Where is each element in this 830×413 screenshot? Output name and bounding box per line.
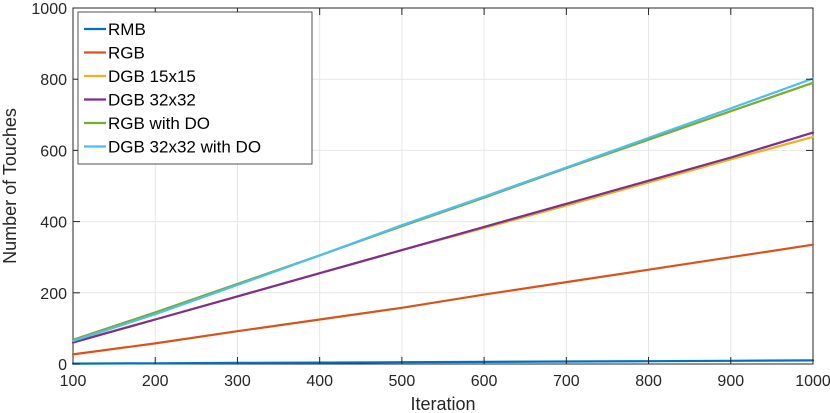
legend-label: DGB 32x32 with DO	[108, 138, 261, 157]
y-tick-label: 200	[40, 286, 67, 303]
x-tick-label: 200	[142, 373, 169, 390]
x-tick-label: 800	[635, 373, 662, 390]
legend: RMB RGB DGB 15x15 DGB 32x32 RGB with DO DGB 3…	[77, 11, 313, 165]
x-tick-label: 700	[553, 373, 580, 390]
legend-box	[77, 11, 313, 165]
x-tick-label: 400	[306, 373, 333, 390]
x-tick-label: 500	[389, 373, 416, 390]
x-tick-label: 300	[224, 373, 251, 390]
x-tick-label: 600	[471, 373, 498, 390]
y-axis-label: Number of Touches	[0, 108, 20, 264]
series-lines	[71, 77, 815, 365]
legend-label: RGB	[108, 44, 145, 63]
legend-label: RGB with DO	[108, 114, 210, 133]
plot-area-frame	[72, 7, 814, 365]
y-tick-label: 800	[40, 72, 67, 89]
series-line-dgb-32x32	[71, 131, 815, 344]
x-tick-label: 900	[717, 373, 744, 390]
y-tick-label: 1000	[31, 1, 67, 18]
axis-ticks: 100 200 300 400 500 600 700 800 900 1000 0 200 400 60…	[31, 1, 830, 390]
legend-label: DGB 15x15	[108, 67, 196, 86]
x-tick-label: 1000	[795, 373, 830, 390]
legend-label: RMB	[108, 20, 146, 39]
series-line-dgb-32x32-with-do	[71, 77, 815, 342]
x-axis-label: Iteration	[410, 394, 475, 413]
y-tick-label: 400	[40, 215, 67, 232]
legend-label: DGB 32x32	[108, 91, 196, 110]
series-line-rgb	[71, 243, 815, 356]
series-line-rmb	[71, 359, 815, 365]
y-tick-label: 0	[58, 357, 67, 374]
y-tick-label: 600	[40, 143, 67, 160]
x-tick-label: 100	[60, 373, 87, 390]
